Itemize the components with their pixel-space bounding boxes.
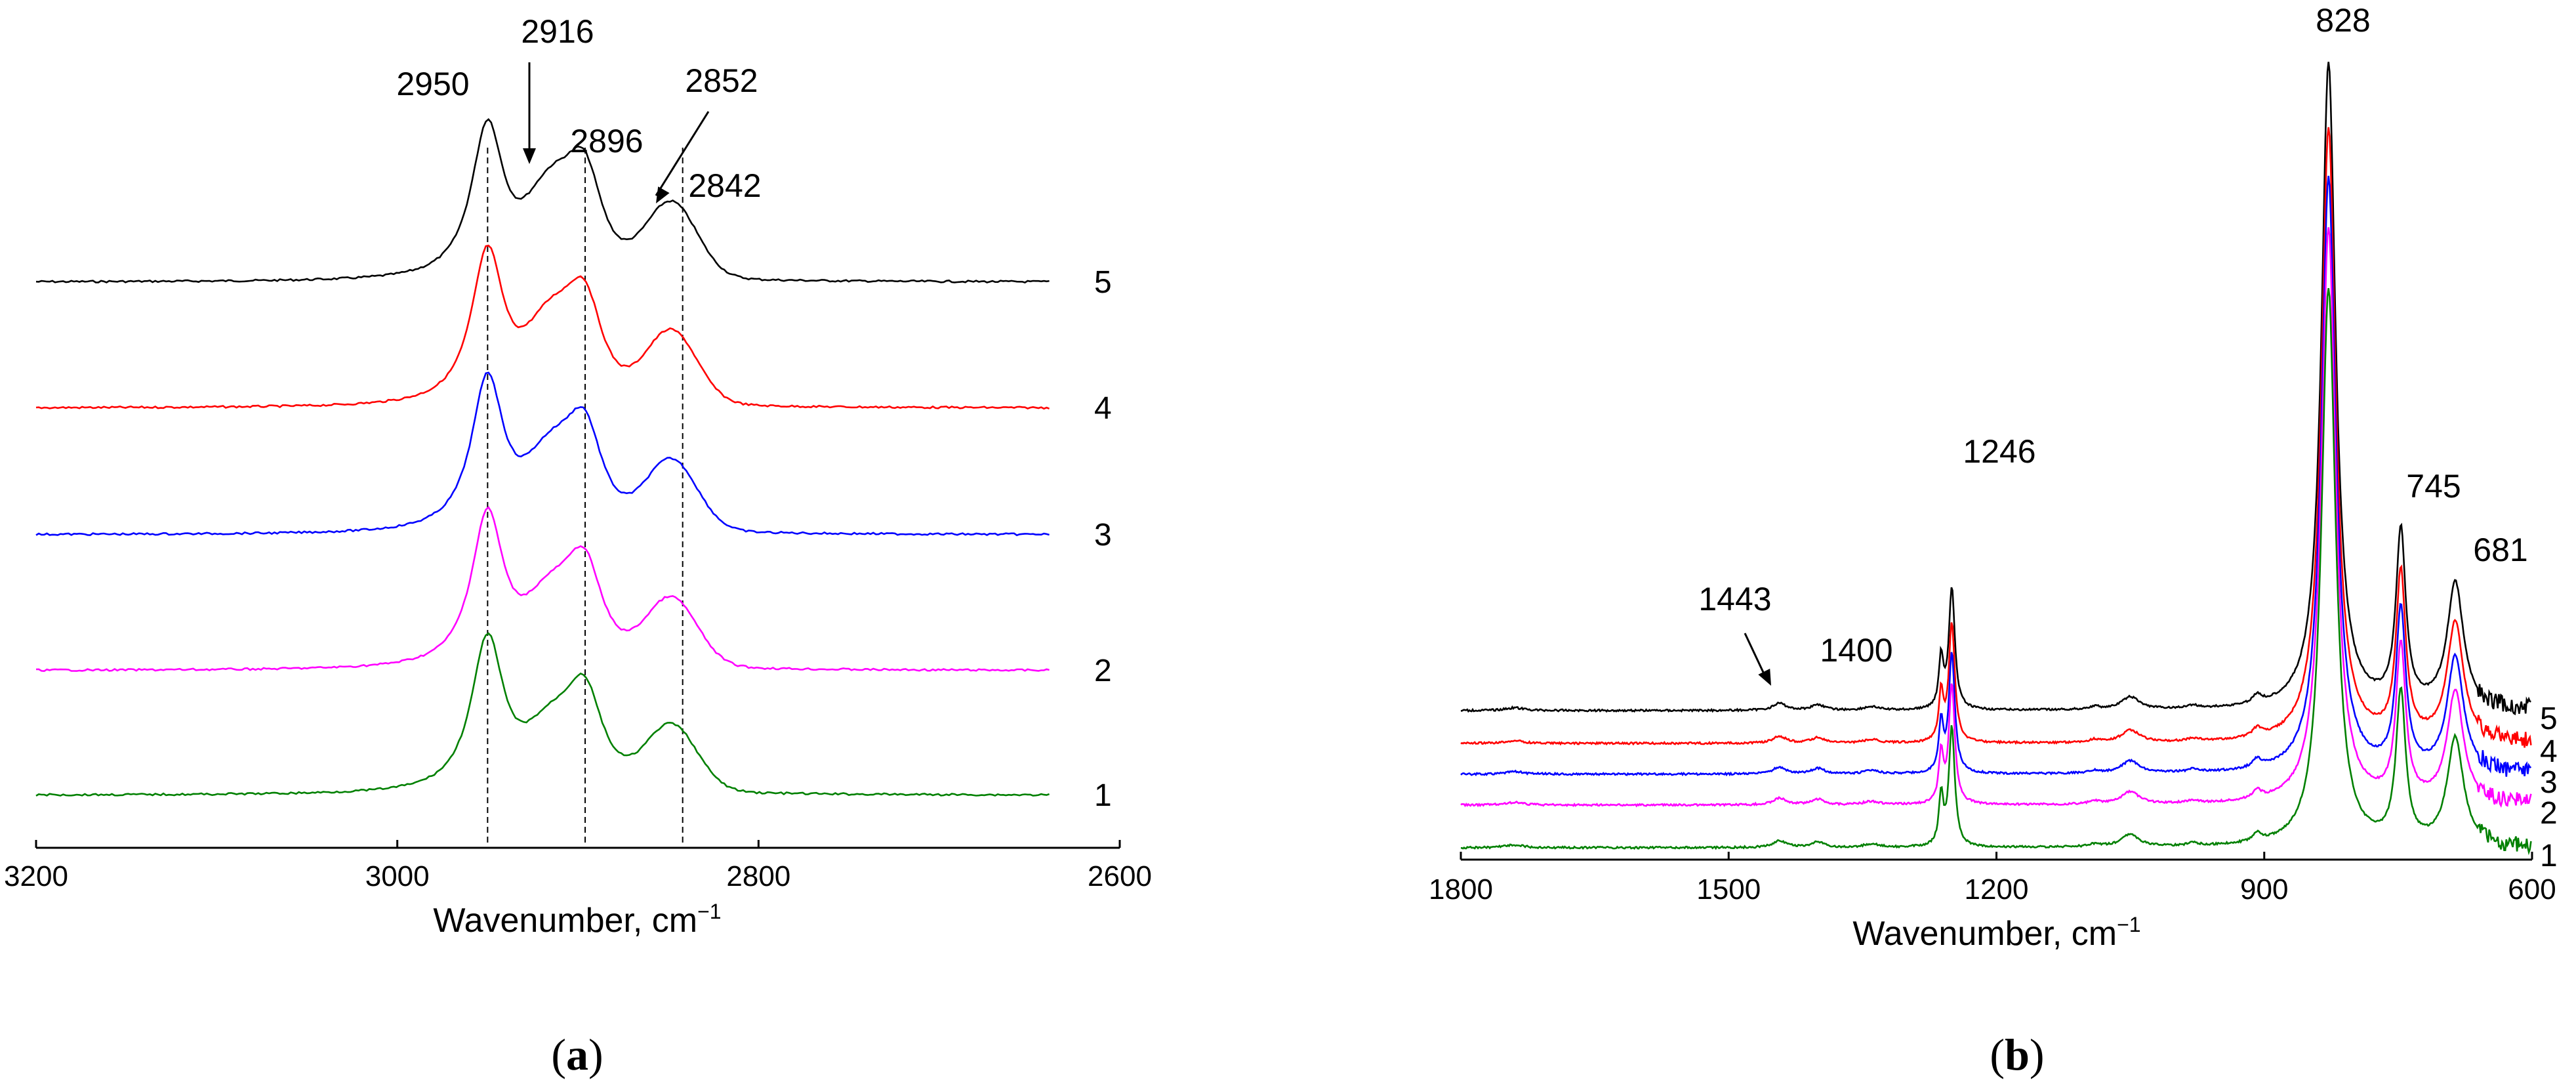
trace-label-a-1: 1 [1094, 778, 1112, 813]
trace-label-a-4: 4 [1094, 391, 1112, 426]
trace-label-b-2: 2 [2540, 796, 2558, 831]
x-tick-label-b-1500: 1500 [1696, 873, 1761, 906]
x-tick-label-b-1800: 1800 [1429, 873, 1493, 906]
x-axis-title-b: Wavenumber, cm−1 [1852, 913, 2140, 953]
peak-label-b-1246: 1246 [1963, 433, 2035, 470]
trace-label-b-3: 3 [2540, 765, 2558, 800]
peak-label-b-828: 828 [2316, 2, 2370, 39]
peak-label-b-1400: 1400 [1820, 632, 1892, 669]
trace-a-1 [35, 632, 1050, 797]
peak-label-a-2842: 2842 [688, 167, 761, 204]
peak-label-b-1443: 1443 [1698, 581, 1771, 617]
peak-annotations-b: 1443 1400 1246 828 745 681 [1698, 2, 2528, 686]
traces-a: 5 4 3 2 1 [35, 117, 1112, 813]
panel-caption-b: (b) [1990, 1030, 2044, 1079]
x-tick-label-b-900: 900 [2240, 873, 2288, 906]
trace-b-2 [1460, 227, 2532, 808]
peak-label-b-745: 745 [2406, 468, 2461, 505]
peak-label-a-2916: 2916 [521, 13, 594, 50]
peak-label-a-2950: 2950 [396, 66, 469, 102]
peak-label-a-2896: 2896 [570, 123, 643, 159]
trace-label-a-5: 5 [1094, 265, 1112, 300]
x-tick-label-a-3200: 3200 [4, 860, 68, 892]
trace-label-a-3: 3 [1094, 518, 1112, 553]
trace-label-a-2: 2 [1094, 654, 1112, 688]
trace-label-b-4: 4 [2540, 734, 2558, 769]
panel-caption-a: (a) [551, 1030, 603, 1079]
x-tick-label-a-2600: 2600 [1088, 860, 1152, 892]
x-ticks-b: 1800 1500 1200 900 600 [1429, 852, 2556, 906]
peak-label-a-2852: 2852 [685, 62, 758, 99]
trace-b-4 [1460, 127, 2532, 748]
trace-label-b-1: 1 [2540, 839, 2558, 873]
peak-annotations-a: 2950 2916 2896 2852 2842 [396, 13, 761, 204]
trace-label-b-5: 5 [2540, 701, 2558, 736]
reference-lines-a [487, 148, 684, 846]
x-tick-label-b-600: 600 [2508, 873, 2556, 906]
arrowhead-a-2916 [523, 148, 536, 164]
arrow-a-2852 [655, 111, 710, 196]
peak-label-b-681: 681 [2473, 532, 2527, 568]
trace-b-3 [1460, 175, 2532, 777]
trace-a-3 [35, 371, 1050, 537]
arrowhead-b-1443 [1758, 669, 1771, 686]
x-tick-label-a-3000: 3000 [365, 860, 430, 892]
arrowhead-a-2852 [656, 186, 670, 203]
trace-b-5 [1460, 62, 2531, 716]
x-axis-title-a: Wavenumber, cm−1 [433, 900, 721, 940]
arrow-b-1443 [1744, 633, 1767, 679]
trace-b-1 [1461, 288, 2532, 856]
x-tick-label-a-2800: 2800 [726, 860, 790, 892]
x-tick-label-b-1200: 1200 [1965, 873, 2029, 906]
trace-a-4 [35, 244, 1050, 410]
x-ticks-a: 3200 3000 2800 2600 [4, 840, 1152, 892]
trace-a-5 [35, 117, 1050, 284]
trace-a-2 [35, 506, 1050, 673]
